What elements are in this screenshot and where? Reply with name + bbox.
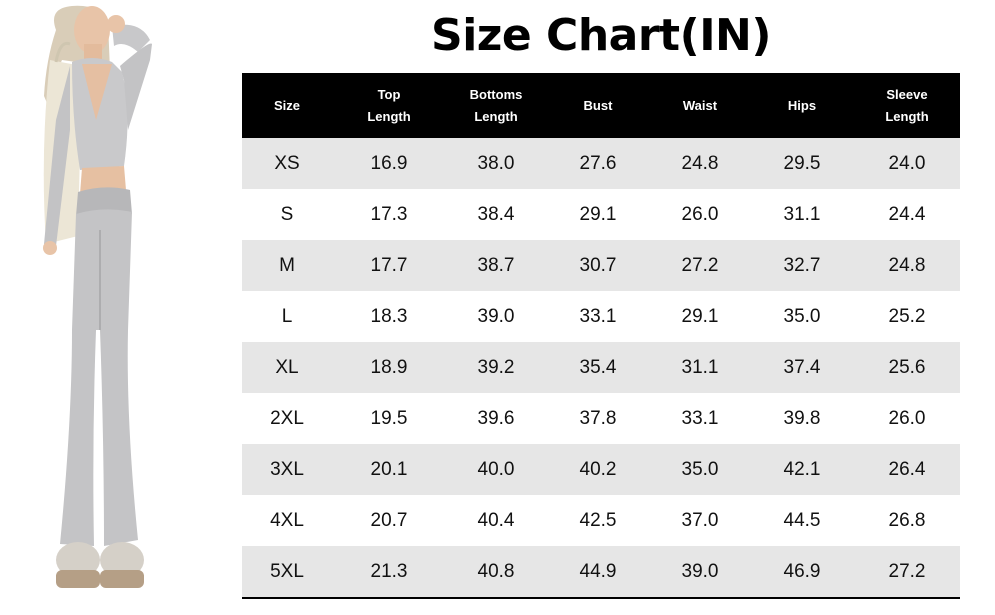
cell-bust: 35.4 [546,342,650,393]
cell-bottoms-length: 40.4 [446,495,546,546]
cell-size: 4XL [242,495,332,546]
cell-sleeve-length: 24.8 [854,240,960,291]
cell-top-length: 17.7 [332,240,446,291]
cell-sleeve-length: 26.8 [854,495,960,546]
cell-sleeve-length: 25.2 [854,291,960,342]
cell-bust: 27.6 [546,138,650,189]
cell-size: 3XL [242,444,332,495]
cell-waist: 39.0 [650,546,750,599]
cell-bust: 37.8 [546,393,650,444]
table-row: 5XL 21.3 40.8 44.9 39.0 46.9 27.2 [242,546,960,599]
cell-sleeve-length: 24.4 [854,189,960,240]
table-row: 4XL 20.7 40.4 42.5 37.0 44.5 26.8 [242,495,960,546]
cell-bust: 33.1 [546,291,650,342]
cell-bottoms-length: 38.0 [446,138,546,189]
cell-waist: 31.1 [650,342,750,393]
cell-bust: 44.9 [546,546,650,599]
cell-top-length: 18.3 [332,291,446,342]
cell-sleeve-length: 27.2 [854,546,960,599]
cell-bust: 29.1 [546,189,650,240]
header-bottoms-length: Bottoms Length [446,73,546,138]
cell-hips: 42.1 [750,444,854,495]
cell-bust: 40.2 [546,444,650,495]
cell-bust: 30.7 [546,240,650,291]
cell-hips: 44.5 [750,495,854,546]
table-row: 3XL 20.1 40.0 40.2 35.0 42.1 26.4 [242,444,960,495]
header-top-length: Top Length [332,73,446,138]
table-row: XS 16.9 38.0 27.6 24.8 29.5 24.0 [242,138,960,189]
cell-top-length: 16.9 [332,138,446,189]
cell-hips: 32.7 [750,240,854,291]
cell-sleeve-length: 24.0 [854,138,960,189]
cell-top-length: 20.1 [332,444,446,495]
cell-hips: 37.4 [750,342,854,393]
cell-size: M [242,240,332,291]
cell-bottoms-length: 39.6 [446,393,546,444]
header-hips: Hips [750,73,854,138]
header-sleeve-length: Sleeve Length [854,73,960,138]
cell-waist: 37.0 [650,495,750,546]
cell-waist: 24.8 [650,138,750,189]
cell-sleeve-length: 26.4 [854,444,960,495]
cell-top-length: 20.7 [332,495,446,546]
cell-bottoms-length: 40.8 [446,546,546,599]
cell-hips: 46.9 [750,546,854,599]
cell-waist: 35.0 [650,444,750,495]
cell-sleeve-length: 26.0 [854,393,960,444]
table-row: XL 18.9 39.2 35.4 31.1 37.4 25.6 [242,342,960,393]
cell-waist: 27.2 [650,240,750,291]
cell-top-length: 19.5 [332,393,446,444]
cell-bust: 42.5 [546,495,650,546]
header-size: Size [242,73,332,138]
page-title: Size Chart(IN) [431,10,772,61]
cell-size: XS [242,138,332,189]
header-bust: Bust [546,73,650,138]
table-row: M 17.7 38.7 30.7 27.2 32.7 24.8 [242,240,960,291]
cell-size: 2XL [242,393,332,444]
cell-bottoms-length: 38.4 [446,189,546,240]
cell-bottoms-length: 39.2 [446,342,546,393]
cell-size: XL [242,342,332,393]
cell-bottoms-length: 40.0 [446,444,546,495]
table-row: 2XL 19.5 39.6 37.8 33.1 39.8 26.0 [242,393,960,444]
cell-waist: 26.0 [650,189,750,240]
cell-sleeve-length: 25.6 [854,342,960,393]
cell-top-length: 18.9 [332,342,446,393]
cell-top-length: 21.3 [332,546,446,599]
cell-size: 5XL [242,546,332,599]
table-header-row: Size Top Length Bottoms Length Bust Waist … [242,73,960,138]
table-row: S 17.3 38.4 29.1 26.0 31.1 24.4 [242,189,960,240]
cell-hips: 39.8 [750,393,854,444]
table-row: L 18.3 39.0 33.1 29.1 35.0 25.2 [242,291,960,342]
cell-waist: 33.1 [650,393,750,444]
size-chart-table: Size Top Length Bottoms Length Bust Waist … [242,73,960,599]
header-waist: Waist [650,73,750,138]
cell-top-length: 17.3 [332,189,446,240]
cell-size: S [242,189,332,240]
cell-hips: 29.5 [750,138,854,189]
model-photo [0,0,240,615]
cell-size: L [242,291,332,342]
cell-hips: 31.1 [750,189,854,240]
cell-bottoms-length: 39.0 [446,291,546,342]
cell-bottoms-length: 38.7 [446,240,546,291]
cell-hips: 35.0 [750,291,854,342]
cell-waist: 29.1 [650,291,750,342]
